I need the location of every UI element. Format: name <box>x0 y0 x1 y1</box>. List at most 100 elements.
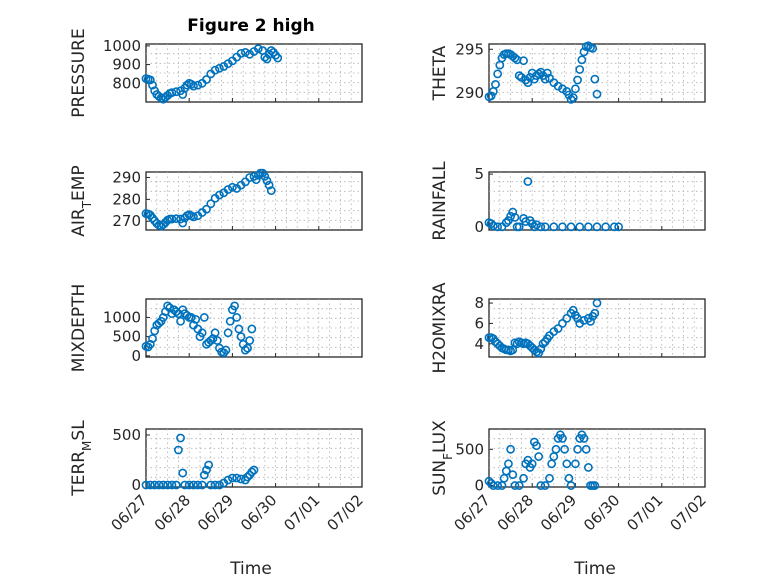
y-tick-label: 0 <box>131 347 141 365</box>
x-tick-label: 07/01 <box>280 491 323 534</box>
data-point <box>150 480 160 490</box>
data-point <box>614 222 623 232</box>
data-point <box>514 222 524 232</box>
data-point <box>504 459 513 469</box>
y-axis-label: AIRTEMP <box>69 165 94 236</box>
data-point <box>145 480 155 490</box>
data-point <box>551 444 561 454</box>
data-point <box>592 89 602 99</box>
data-point <box>549 222 559 232</box>
data-point <box>210 480 220 490</box>
x-axis-label-right: Time <box>573 559 616 579</box>
data-point <box>575 222 585 232</box>
y-tick-label: 900 <box>112 56 141 74</box>
y-tick-label: 290 <box>112 168 141 186</box>
data-point <box>568 93 578 103</box>
data-point <box>245 336 255 345</box>
data-point <box>227 473 237 483</box>
data-point <box>558 222 567 232</box>
y-axis-label: SUNFLUX <box>430 420 455 496</box>
y-tick-label: 6 <box>474 314 484 332</box>
data-point <box>167 480 177 490</box>
x-tick-label: 07/01 <box>623 491 666 534</box>
data-point <box>176 433 185 443</box>
data-point <box>182 311 192 320</box>
data-point <box>251 175 261 185</box>
data-point <box>193 80 203 90</box>
data-point <box>514 481 524 490</box>
data-point <box>590 74 600 84</box>
y-tick-label: 0 <box>474 477 484 495</box>
data-point <box>215 190 224 200</box>
data-point <box>566 94 576 104</box>
data-point <box>206 199 216 209</box>
data-point <box>193 480 203 490</box>
data-point <box>253 44 263 54</box>
data-point <box>223 328 233 338</box>
data-point <box>571 84 580 94</box>
data-point <box>508 207 518 217</box>
data-point <box>197 480 207 490</box>
data-point <box>536 222 546 232</box>
data-point <box>243 343 252 353</box>
x-tick-label: 06/29 <box>537 491 580 534</box>
data-point <box>240 345 250 355</box>
data-point <box>186 313 196 322</box>
data-point <box>273 53 283 63</box>
data-point <box>491 80 500 89</box>
data-point <box>240 48 250 57</box>
data-point <box>540 481 550 490</box>
data-point <box>189 480 198 490</box>
data-point <box>510 212 520 222</box>
data-point <box>215 63 224 73</box>
data-point <box>171 214 181 224</box>
data-point <box>249 465 259 475</box>
data-point <box>564 90 574 100</box>
data-point <box>506 444 515 454</box>
data-point <box>197 328 207 338</box>
data-point <box>519 56 528 66</box>
x-tick-label: 06/30 <box>580 491 623 534</box>
y-axis-label: RAINFALL <box>430 161 450 241</box>
data-point <box>154 318 164 328</box>
subplot-air_temp: 270 280 290 AIRTEMP <box>69 165 363 237</box>
data-point <box>590 308 600 318</box>
data-point <box>562 459 572 469</box>
data-point <box>247 467 257 477</box>
data-point <box>154 480 164 490</box>
y-tick-label: 500 <box>112 426 141 444</box>
data-point <box>234 324 244 334</box>
data-point <box>501 218 511 228</box>
data-point <box>577 55 587 65</box>
subplot-terr_msl: 0 500 06/27 06/28 06/29 06/30 07/01 07/02 TERRMS… <box>69 420 367 535</box>
x-tick-label: 07/02 <box>324 491 367 534</box>
data-point <box>189 212 198 222</box>
figure-title: Figure 2 high <box>187 16 315 36</box>
y-tick-label: 290 <box>455 84 484 102</box>
data-point <box>493 222 503 232</box>
data-point <box>583 463 593 472</box>
y-tick-label: 800 <box>112 74 141 92</box>
data-point <box>199 313 209 322</box>
subplot-rainfall: 0 5 RAINFALL <box>430 161 706 241</box>
data-point <box>532 441 541 451</box>
data-point <box>191 314 201 324</box>
data-point <box>171 480 181 490</box>
data-point <box>260 171 270 181</box>
data-point <box>573 75 582 85</box>
data-point <box>510 481 520 490</box>
data-point <box>558 84 567 94</box>
subplot-theta: 290 295 THETA <box>430 40 706 104</box>
data-point <box>158 480 168 490</box>
data-point <box>488 481 498 490</box>
data-point <box>566 222 576 232</box>
data-point <box>145 75 155 85</box>
data-point <box>510 53 520 63</box>
data-point <box>212 336 222 345</box>
data-point <box>592 222 602 232</box>
data-point <box>583 222 593 232</box>
data-point <box>588 43 598 53</box>
data-point <box>163 301 172 311</box>
data-point <box>236 48 246 58</box>
